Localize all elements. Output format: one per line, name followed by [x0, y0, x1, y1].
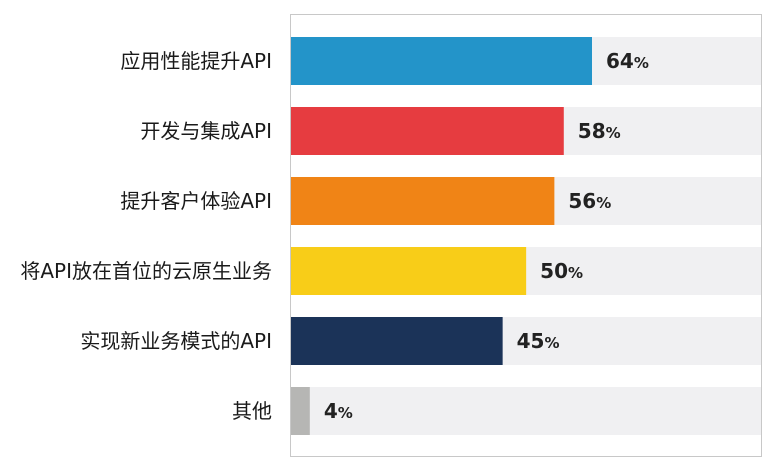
category-label: 其他: [232, 399, 272, 423]
category-label: 实现新业务模式的API: [80, 329, 272, 353]
bar-track: [291, 387, 761, 435]
bar: [291, 317, 503, 365]
category-label: 提升客户体验API: [120, 189, 272, 213]
value-label: 58%: [578, 119, 621, 143]
value-label: 50%: [540, 259, 583, 283]
value-label: 64%: [606, 49, 649, 73]
category-label: 应用性能提升API: [120, 49, 272, 73]
bar: [291, 177, 555, 225]
bar: [291, 387, 310, 435]
plot-frame: [290, 14, 762, 457]
category-labels: 应用性能提升API 开发与集成API 提升客户体验API 将API放在首位的云原生业务…: [20, 49, 272, 423]
value-label: 45%: [517, 329, 560, 353]
bar: [291, 107, 564, 155]
bar-tracks: [291, 37, 761, 435]
bar: [291, 37, 592, 85]
bars: [291, 37, 592, 435]
category-label: 开发与集成API: [140, 119, 272, 143]
category-label: 将API放在首位的云原生业务: [20, 259, 272, 283]
bar: [291, 247, 527, 295]
value-label: 56%: [568, 189, 611, 213]
value-label: 4%: [324, 399, 353, 423]
value-labels: 64% 58% 56% 50% 45% 4%: [324, 49, 649, 423]
